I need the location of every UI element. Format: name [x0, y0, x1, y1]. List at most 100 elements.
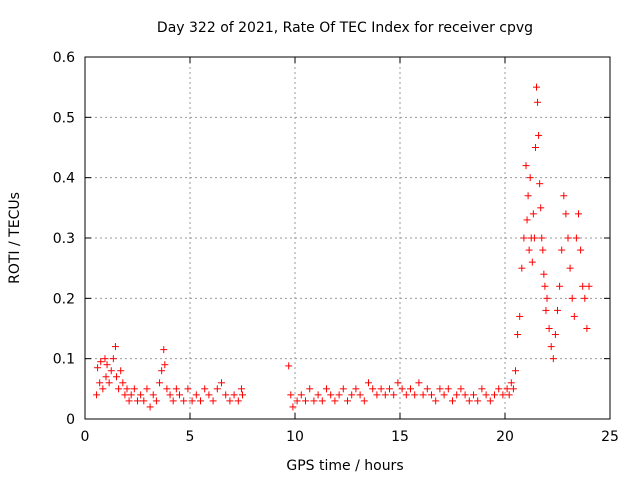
data-point [453, 391, 461, 399]
y-tick-label: 0.4 [53, 171, 75, 187]
data-point [537, 204, 545, 212]
data-point [545, 325, 553, 332]
data-point [146, 403, 154, 411]
data-point [507, 379, 515, 387]
data-point [526, 174, 534, 182]
y-tick-label: 0 [66, 412, 75, 428]
data-point [163, 385, 171, 393]
data-point [314, 391, 322, 399]
data-point [297, 391, 305, 399]
data-point [520, 234, 528, 242]
x-axis-label: GPS time / hours [286, 458, 403, 474]
data-point [394, 379, 402, 387]
data-point [554, 306, 561, 314]
data-point [560, 192, 568, 200]
data-point [117, 367, 125, 375]
y-tick-label: 0.1 [53, 352, 75, 368]
data-point [482, 391, 490, 399]
data-point [585, 282, 593, 290]
data-point [152, 397, 160, 405]
data-point [457, 385, 465, 393]
data-point [495, 385, 503, 393]
y-tick-label: 0.5 [53, 110, 75, 126]
data-point [97, 358, 105, 366]
data-point [440, 391, 448, 399]
data-point [577, 246, 585, 254]
data-point [386, 385, 393, 393]
data-point [234, 397, 242, 405]
data-point [449, 397, 456, 405]
data-point [525, 246, 533, 254]
data-point [360, 397, 368, 405]
x-axis-ticks: 0 5 10 15 20 25 [81, 57, 619, 445]
data-point [529, 210, 537, 218]
data-point [373, 391, 381, 399]
data-point [575, 210, 582, 218]
y-tick-label: 0.3 [53, 231, 75, 247]
data-point [423, 385, 431, 393]
data-point [558, 246, 566, 254]
data-point [306, 385, 314, 393]
data-point [101, 355, 109, 363]
data-point [503, 385, 511, 393]
data-point [140, 397, 148, 405]
data-point [365, 379, 372, 387]
x-tick-label: 10 [286, 429, 304, 445]
data-point [461, 391, 469, 399]
data-point [535, 131, 543, 139]
data-point [436, 385, 444, 393]
data-point [230, 391, 238, 399]
data-point [197, 397, 204, 405]
data-point [531, 144, 539, 151]
data-point [94, 364, 102, 372]
data-point [499, 391, 507, 399]
data-point [137, 391, 145, 399]
data-point [524, 192, 532, 200]
data-point [339, 385, 347, 393]
data-point [415, 379, 423, 387]
data-point [518, 264, 526, 272]
data-point [107, 367, 115, 375]
x-tick-label: 15 [391, 429, 409, 445]
data-point [538, 234, 546, 242]
data-point [172, 385, 180, 393]
data-point [169, 397, 177, 405]
data-point [213, 385, 221, 393]
data-point [381, 391, 389, 399]
data-point [516, 312, 524, 320]
data-point [192, 391, 200, 399]
data-point [523, 216, 531, 224]
data-point [432, 397, 440, 405]
data-point [287, 391, 295, 399]
data-point [96, 379, 104, 387]
data-point [188, 397, 196, 405]
data-point [130, 385, 138, 393]
data-point [536, 180, 544, 188]
data-point [556, 282, 564, 290]
data-point [134, 397, 141, 405]
data-point [222, 391, 230, 399]
data-point [398, 385, 406, 393]
x-tick-label: 5 [186, 429, 195, 445]
data-point [344, 397, 351, 405]
data-point [160, 346, 168, 354]
data-point [176, 391, 183, 399]
chart-title: Day 322 of 2021, Rate Of TEC Index for r… [157, 20, 533, 36]
data-point [474, 397, 482, 405]
data-point [534, 98, 542, 106]
grid [85, 57, 610, 419]
x-tick-label: 25 [601, 429, 619, 445]
data-point [149, 391, 157, 399]
data-point [318, 397, 326, 405]
data-point [103, 361, 111, 369]
data-point [99, 385, 107, 393]
data-points [93, 83, 593, 411]
data-point [218, 379, 225, 387]
data-point [407, 385, 414, 393]
data-point [581, 294, 589, 302]
data-point [411, 391, 419, 399]
data-point [143, 385, 151, 393]
data-point [570, 312, 578, 320]
data-point [522, 162, 530, 170]
